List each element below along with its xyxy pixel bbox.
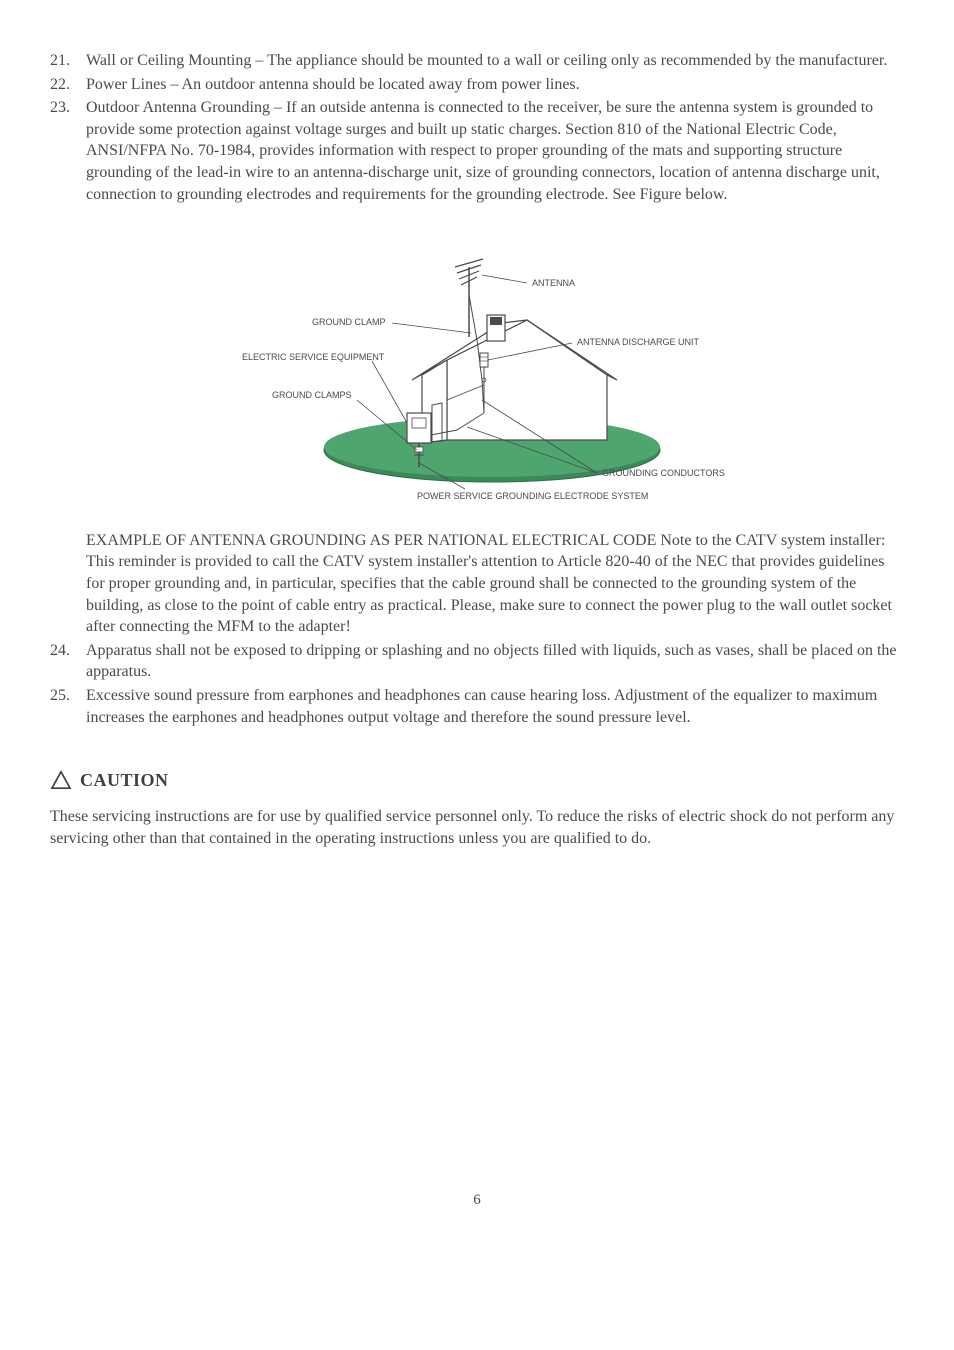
caution-heading: CAUTION — [50, 768, 904, 792]
example-text: EXAMPLE OF ANTENNA GROUNDING AS PER NATI… — [50, 530, 904, 638]
antenna-grounding-diagram: ANTENNA GROUND CLAMP ANTENNA DISCHARGE U… — [50, 245, 904, 512]
instruction-item-21: Wall or Ceiling Mounting – The appliance… — [50, 50, 904, 72]
label-grounding-conductors: GROUNDING CONDUCTORS — [602, 468, 725, 478]
instruction-list-1: Wall or Ceiling Mounting – The appliance… — [50, 50, 904, 205]
diagram-svg: ANTENNA GROUND CLAMP ANTENNA DISCHARGE U… — [207, 245, 747, 505]
instruction-item-22: Power Lines – An outdoor antenna should … — [50, 74, 904, 96]
instruction-item-25: Excessive sound pressure from earphones … — [50, 685, 904, 728]
label-electric-service: ELECTRIC SERVICE EQUIPMENT — [242, 352, 385, 362]
label-antenna-discharge: ANTENNA DISCHARGE UNIT — [577, 337, 700, 347]
instruction-item-24: Apparatus shall not be exposed to drippi… — [50, 640, 904, 683]
label-antenna: ANTENNA — [532, 278, 575, 288]
label-ground-clamp: GROUND CLAMP — [312, 317, 386, 327]
caution-title: CAUTION — [80, 768, 169, 792]
page-number: 6 — [50, 1190, 904, 1210]
label-ground-clamps: GROUND CLAMPS — [272, 390, 352, 400]
caution-body: These servicing instructions are for use… — [50, 806, 904, 849]
label-power-service: POWER SERVICE GROUNDING ELECTRODE SYSTEM — [417, 491, 648, 501]
instruction-item-23: Outdoor Antenna Grounding – If an outsid… — [50, 97, 904, 205]
instruction-list-2: Apparatus shall not be exposed to drippi… — [50, 640, 904, 728]
warning-triangle-icon — [50, 770, 72, 790]
